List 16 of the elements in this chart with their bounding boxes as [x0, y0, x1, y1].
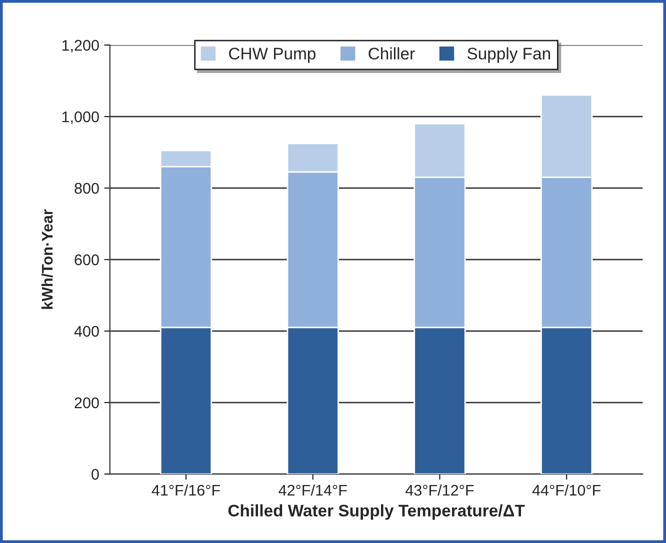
- legend-label: Chiller: [368, 47, 415, 60]
- legend-label: CHW Pump: [229, 48, 316, 63]
- x-tick-label: 41°F/16°F: [152, 484, 220, 496]
- x-tick-label: 42°F/14°F: [278, 484, 347, 496]
- y-tick-label: 1,200: [62, 40, 99, 53]
- y-tick-label: 0: [92, 468, 99, 480]
- y-axis-title: kWh/Ton·Year: [41, 209, 53, 309]
- x-tick-label: 44°F/10°F: [532, 484, 601, 496]
- y-tick-label: 600: [74, 254, 99, 266]
- x-tick-label: 43°F/12°F: [406, 484, 474, 496]
- y-tick-label: 200: [74, 397, 99, 408]
- y-tick-label: 1,000: [62, 111, 99, 124]
- y-tick-label: 400: [74, 326, 99, 337]
- x-axis-title: Chilled Water Supply Temperature/ΔT: [228, 504, 525, 520]
- y-tick-label: 800: [74, 182, 99, 194]
- legend-label: Supply Fan: [467, 47, 550, 63]
